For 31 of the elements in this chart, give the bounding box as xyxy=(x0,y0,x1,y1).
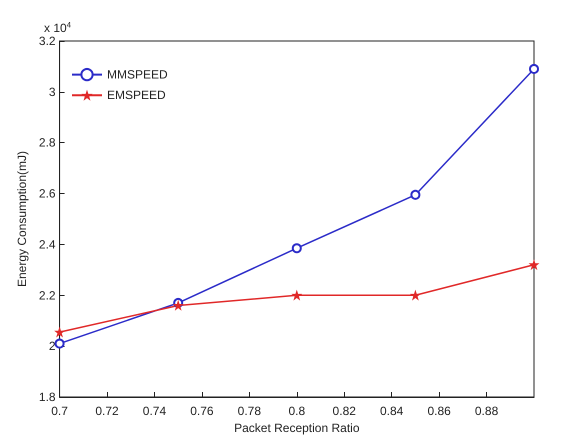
point xyxy=(529,64,539,74)
x-tick-label: 0.76 xyxy=(190,404,214,418)
x-tick-label: 0.72 xyxy=(95,404,120,418)
point xyxy=(292,243,302,254)
y-tick-label: 2.2 xyxy=(38,288,56,302)
x-tick-label: 0.7 xyxy=(51,404,68,418)
y-tick-label: 2 xyxy=(48,339,56,354)
x-tick-label: 0.84 xyxy=(380,404,404,418)
y-tick-label: 3.2 xyxy=(38,34,56,48)
point xyxy=(54,338,65,349)
legend-label: MMSPEED xyxy=(107,68,168,82)
x-tick-label: 0.82 xyxy=(332,404,356,418)
legend-label: EMSPEED xyxy=(107,88,166,102)
x-tick-label: 0.88 xyxy=(474,404,499,418)
x-tick-label: 0.8 xyxy=(288,404,306,418)
point xyxy=(530,260,538,270)
x-tick-label: 0.74 xyxy=(142,404,166,418)
point xyxy=(410,290,420,300)
y-tick-label: 2.8 xyxy=(38,136,56,150)
x-tick-label: 0.86 xyxy=(427,404,452,418)
point xyxy=(55,328,64,337)
x-axis-title: Packet Reception Ratio xyxy=(234,420,360,435)
x-tick-label: 0.78 xyxy=(238,404,262,418)
y-tick-label: 1.8 xyxy=(38,390,56,404)
point xyxy=(292,290,302,300)
y-tick-label: 2.6 xyxy=(38,186,56,201)
y-tick-label: 3 xyxy=(48,84,56,99)
y-axis-title: Energy Consumption(mJ) xyxy=(15,150,29,288)
point xyxy=(174,300,183,310)
y-tick-label: 2.4 xyxy=(38,237,56,252)
point xyxy=(410,190,420,200)
